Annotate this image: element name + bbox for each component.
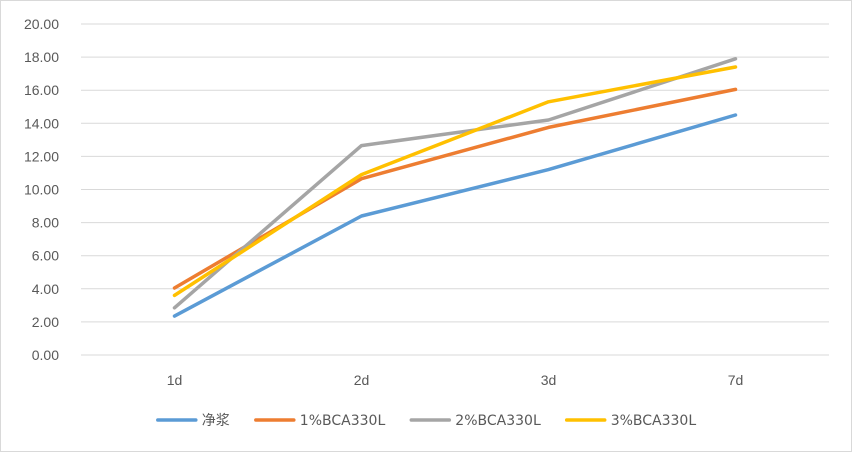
y-tick-label: 8.00 [32, 215, 59, 231]
y-tick-label: 12.00 [24, 148, 59, 164]
legend-item: 3%BCA330L [564, 413, 697, 429]
x-tick-label: 7d [728, 372, 744, 388]
series-line-4 [172, 65, 738, 298]
y-tick-label: 2.00 [32, 314, 59, 330]
x-tick-label: 2d [354, 372, 370, 388]
gridlines [81, 23, 829, 356]
legend-item: 2%BCA330L [409, 413, 541, 429]
legend-item: 净浆 [156, 413, 230, 429]
y-tick-label: 4.00 [32, 281, 59, 297]
y-tick-label: 6.00 [32, 248, 59, 264]
legend-label: 1%BCA330L [300, 413, 386, 429]
legend-label: 3%BCA330L [611, 413, 697, 429]
y-tick-label: 16.00 [24, 82, 59, 98]
y-tick-label: 20.00 [24, 16, 59, 32]
y-tick-label: 0.00 [32, 347, 59, 363]
legend-label: 净浆 [202, 413, 230, 429]
y-tick-label: 18.00 [24, 49, 59, 65]
legend-item: 1%BCA330L [254, 413, 386, 429]
series-lines [172, 57, 738, 318]
x-tick-label: 3d [541, 372, 557, 388]
series-line-2 [172, 87, 738, 290]
y-axis-tick-labels: 0.00 2.00 4.00 6.00 8.00 10.00 12.00 14.00 16.00… [24, 16, 59, 363]
y-tick-label: 10.00 [24, 182, 59, 198]
legend: 净浆 1%BCA330L 2%BCA330L 3%BCA330L [156, 413, 697, 429]
y-tick-label: 14.00 [24, 115, 59, 131]
x-tick-label: 1d [167, 372, 183, 388]
series-line-1 [172, 113, 738, 318]
legend-label: 2%BCA330L [455, 413, 541, 429]
x-axis-tick-labels: 1d 2d 3d 7d [167, 372, 744, 388]
series-line-3 [172, 57, 738, 310]
